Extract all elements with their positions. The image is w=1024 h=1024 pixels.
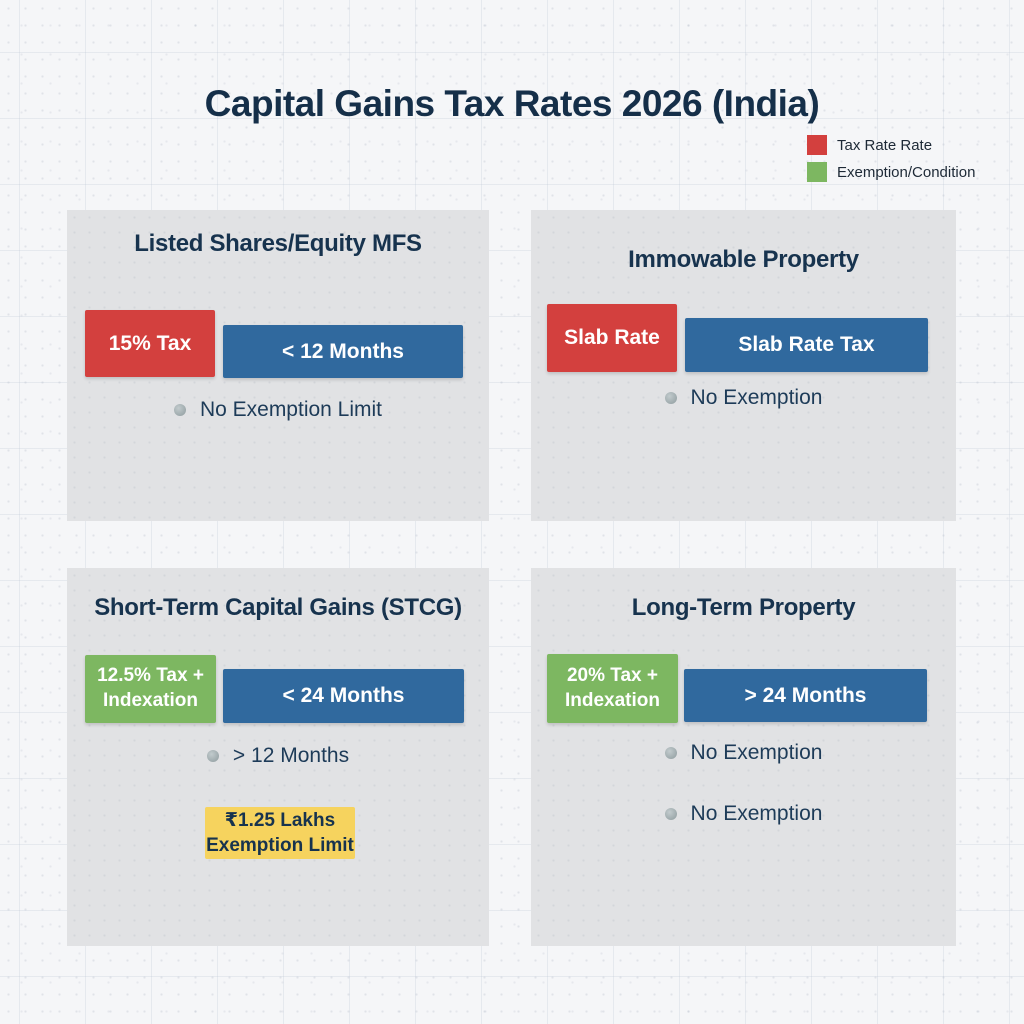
legend: Tax Rate Rate Exemption/Condition (807, 135, 975, 189)
bullet-item: No Exemption (531, 741, 956, 765)
tax-rate-box: 15% Tax (85, 310, 215, 377)
tax-rate-box: 12.5% Tax + Indexation (85, 655, 216, 723)
tax-rate-box: 20% Tax + Indexation (547, 654, 678, 723)
bullet-dot-icon (206, 750, 219, 762)
bullet-dot-icon (664, 747, 677, 759)
panel-title: Listed Shares/Equity MFS (134, 230, 422, 257)
exemption-limit-line2: Exemption Limit (206, 835, 354, 856)
bullet-label: No Exemption (690, 386, 823, 409)
tax-rate-label: 15% Tax (108, 331, 192, 355)
tax-rate-box: Slab Rate (547, 304, 677, 372)
tax-rate-line1: 12.5% Tax + (97, 665, 204, 687)
holding-period-box: > 24 Months (684, 669, 927, 722)
tax-rate-label: 12.5% Tax + Indexation (97, 664, 204, 713)
holding-period-box: < 12 Months (223, 325, 463, 378)
tax-rate-label: Slab Rate (564, 326, 660, 349)
bullet-label: No Exemption Limit (199, 398, 383, 421)
legend-label: Exemption/Condition (837, 163, 976, 181)
holding-period-label: > 24 Months (744, 683, 867, 707)
bullet-item: > 12 Months (67, 744, 489, 768)
holding-period-label: < 24 Months (282, 684, 405, 707)
panel-immovable-property: Immowable Property Slab Rate Slab Rate T… (531, 210, 956, 521)
bullet-dot-icon (664, 808, 677, 820)
holding-period-label: Slab Rate Tax (738, 333, 875, 356)
tax-rate-label: 20% Tax + Indexation (565, 664, 660, 713)
tax-rate-line2: Indexation (564, 689, 660, 711)
holding-period-box: < 24 Months (223, 669, 464, 723)
panel-listed-shares: Listed Shares/Equity MFS 15% Tax < 12 Mo… (67, 210, 489, 521)
bullet-label: No Exemption (690, 802, 823, 825)
exemption-limit-line1: ₹1.25 Lakhs (224, 809, 336, 831)
panel-stcg: Short-Term Capital Gains (STCG) 12.5% Ta… (67, 568, 489, 946)
panel-title: Long-Term Property (631, 594, 856, 621)
panel-title: Short-Term Capital Gains (STCG) (94, 594, 462, 621)
bullet-label: > 12 Months (232, 744, 350, 767)
legend-item-tax-rate: Tax Rate Rate (807, 135, 975, 155)
legend-item-exemption: Exemption/Condition (807, 162, 975, 182)
exemption-swatch-icon (807, 162, 827, 182)
page-title: Capital Gains Tax Rates 2026 (India) (204, 82, 820, 124)
tax-rate-swatch-icon (807, 135, 827, 155)
legend-label: Tax Rate Rate (837, 136, 933, 154)
bullet-item: No Exemption (531, 802, 956, 826)
holding-period-label: < 12 Months (282, 339, 404, 363)
panel-long-term-property: Long-Term Property 20% Tax + Indexation … (531, 568, 956, 946)
bullet-label: No Exemption (690, 741, 823, 764)
bullet-item: No Exemption Limit (67, 398, 489, 422)
bullet-dot-icon (173, 404, 186, 416)
tax-rate-line2: Indexation (102, 690, 198, 711)
exemption-limit-box: ₹1.25 Lakhs Exemption Limit (205, 807, 355, 859)
bullet-item: No Exemption (531, 386, 956, 410)
panel-title: Immowable Property (628, 246, 859, 273)
exemption-limit-label: ₹1.25 Lakhs Exemption Limit (206, 808, 354, 858)
bullet-dot-icon (664, 392, 677, 404)
holding-period-box: Slab Rate Tax (685, 318, 928, 372)
tax-rate-line1: 20% Tax + (566, 664, 658, 686)
